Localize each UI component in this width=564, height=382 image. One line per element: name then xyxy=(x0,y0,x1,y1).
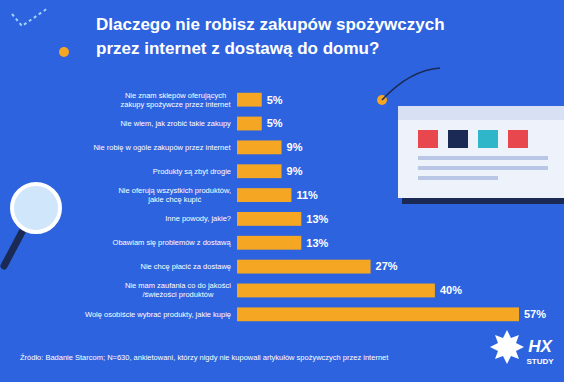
browser-line xyxy=(418,176,498,180)
category-label: Nie robię w ogóle zakupów przez internet xyxy=(93,143,231,152)
data-label: 13% xyxy=(306,213,328,225)
browser-icon xyxy=(398,106,564,204)
category-label: Nie znam sklepów oferującychzakupy spoży… xyxy=(120,91,231,109)
tick: Nie robię w ogóle zakupów przez internet xyxy=(93,143,236,152)
category-label: Nie mam zaufania co do jakości/świeżości… xyxy=(125,281,231,299)
bar xyxy=(237,307,519,321)
data-label: 5% xyxy=(267,94,283,106)
bars xyxy=(237,93,519,321)
bar xyxy=(237,284,435,298)
bar xyxy=(237,260,371,274)
data-label: 9% xyxy=(287,165,303,177)
category-label: Nie chcę płacić za dostawę xyxy=(141,262,231,271)
bar xyxy=(237,117,262,131)
category-label: Obawiam się problemów z dostawą xyxy=(113,238,232,247)
tick: Nie wiem, jak zrobić takie zakupy xyxy=(120,119,236,128)
bar xyxy=(237,140,282,154)
magnifier-handle xyxy=(4,232,22,266)
category-label: Wolę osobiście wybrać produkty, jakie ku… xyxy=(85,310,231,319)
browser-tile xyxy=(508,130,528,148)
data-label: 13% xyxy=(306,237,328,249)
tick: Obawiam się problemów z dostawą xyxy=(113,238,236,247)
check-mark xyxy=(12,8,48,26)
data-label: 27% xyxy=(376,260,398,272)
bar xyxy=(237,212,301,226)
bar xyxy=(237,164,282,178)
magnifier-glass xyxy=(12,184,60,232)
curve xyxy=(382,68,440,100)
browser-bar xyxy=(398,106,564,120)
decorations xyxy=(4,8,564,266)
data-labels: 5% 5% 9% 9% 11% 13% 13% 27% 40% 57% xyxy=(267,94,546,321)
browser-line xyxy=(418,156,548,160)
category-label: Produkty są zbyt drogie xyxy=(153,167,231,176)
logo: HXSTUDY xyxy=(490,330,554,366)
browser-line xyxy=(418,166,548,170)
logo-text: HX xyxy=(528,337,553,356)
title: Dlaczego nie robisz zakupów spożywczychp… xyxy=(96,15,445,58)
bar xyxy=(237,236,301,250)
browser-tile xyxy=(448,130,468,148)
chart: Dlaczego nie robisz zakupów spożywczychp… xyxy=(0,0,564,382)
tick: Produkty są zbyt drogie xyxy=(153,167,236,176)
logo-subtext: STUDY xyxy=(526,357,554,366)
bar xyxy=(237,93,262,107)
source: Źródło: Badanie Starcom; N=630, ankietow… xyxy=(20,353,389,362)
y-axis: Nie znam sklepów oferującychzakupy spoży… xyxy=(85,89,237,327)
axis-line xyxy=(236,89,237,327)
browser-tile xyxy=(478,130,498,148)
browser-tile xyxy=(418,130,438,148)
tick: Nie mam zaufania co do jakości/świeżości… xyxy=(125,281,236,299)
data-label: 5% xyxy=(267,117,283,129)
category-label: Nie oferują wszystkich produktów,jakie c… xyxy=(118,186,231,204)
tick: Nie chcę płacić za dostawę xyxy=(141,262,236,271)
tick: Nie oferują wszystkich produktów,jakie c… xyxy=(118,186,236,204)
magnifier-icon xyxy=(4,184,60,266)
category-label: Nie wiem, jak zrobić takie zakupy xyxy=(120,119,231,128)
tick: Nie znam sklepów oferującychzakupy spoży… xyxy=(120,91,236,109)
browser-body xyxy=(398,106,564,198)
dot xyxy=(59,47,69,57)
data-label: 40% xyxy=(440,284,462,296)
data-label: 9% xyxy=(287,141,303,153)
data-label: 11% xyxy=(296,189,318,201)
tick: Inne powody, jakie? xyxy=(165,214,236,223)
logo-star xyxy=(490,330,524,364)
category-label: Inne powody, jakie? xyxy=(165,214,231,223)
data-label: 57% xyxy=(524,308,546,320)
tick: Wolę osobiście wybrać produkty, jakie ku… xyxy=(85,310,236,319)
bar xyxy=(237,188,291,202)
